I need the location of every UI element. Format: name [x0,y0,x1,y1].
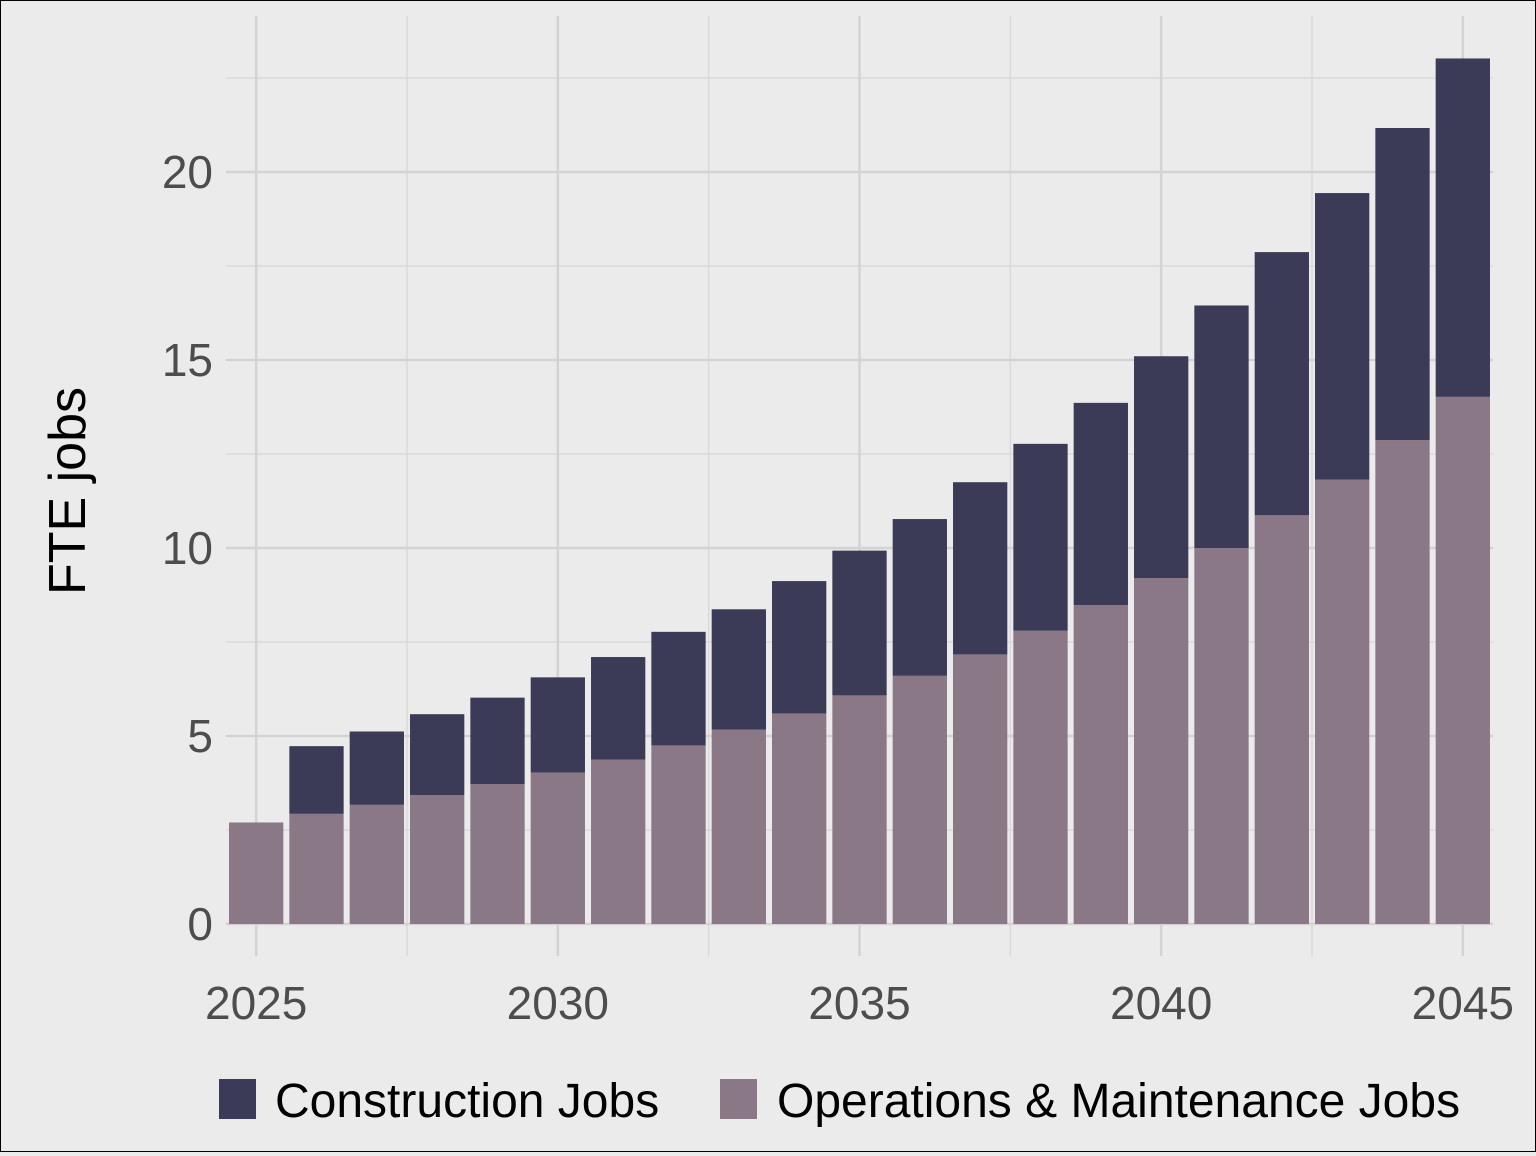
bar-segment-om-2036 [892,675,947,924]
bar-segment-construction-2042 [1254,252,1309,516]
bar-segment-om-2038 [1013,630,1068,924]
bar-segment-om-2026 [289,813,344,924]
bar-segment-construction-2044 [1375,128,1430,441]
bar-segment-construction-2038 [1013,443,1068,631]
legend-swatch [720,1079,757,1119]
bar-segment-om-2040 [1134,578,1189,924]
bar-segment-construction-2028 [410,714,465,796]
x-tick-label: 2040 [1110,977,1212,1029]
bar-segment-construction-2041 [1194,305,1249,548]
x-axis-tick-labels: 2025 2030 2035 2040 2045 [205,977,1514,1029]
bar-segment-construction-2043 [1315,193,1370,480]
bars [229,58,1490,925]
y-tick-label: 20 [162,146,213,198]
y-axis-title: FTE jobs [39,387,97,595]
bar-segment-om-2027 [349,804,404,924]
bar-segment-om-2041 [1194,548,1249,924]
bar-segment-om-2044 [1375,440,1430,924]
bar-segment-construction-2032 [651,631,706,746]
legend: Construction Jobs Operations & Maintenanc… [219,1075,1460,1128]
bar-segment-construction-2029 [470,697,525,785]
legend-label: Construction Jobs [275,1075,659,1128]
bar-segment-construction-2037 [953,482,1008,655]
legend-label: Operations & Maintenance Jobs [777,1075,1460,1128]
bar-segment-construction-2031 [591,657,646,760]
bar-segment-om-2045 [1435,396,1490,925]
y-tick-label: 5 [187,710,213,762]
bar-segment-construction-2045 [1435,58,1490,397]
bar-segment-construction-2040 [1134,356,1189,579]
bar-segment-construction-2034 [772,581,827,714]
bar-segment-om-2035 [832,695,887,924]
bar-segment-om-2039 [1073,605,1128,924]
bar-segment-construction-2026 [289,746,344,814]
bar-segment-om-2030 [530,772,585,924]
bar-segment-construction-2027 [349,731,404,805]
bar-segment-om-2025 [229,822,284,924]
bar-segment-om-2032 [651,745,706,924]
bar-segment-om-2037 [953,654,1008,924]
legend-swatch [219,1079,256,1119]
bar-segment-om-2031 [591,759,646,924]
x-tick-label: 2025 [205,977,307,1029]
y-axis-tick-labels: 0 5 10 15 20 [162,146,213,950]
y-tick-label: 0 [187,898,213,950]
bar-segment-construction-2035 [832,550,887,696]
bar-segment-om-2028 [410,795,465,924]
bar-segment-om-2033 [711,729,766,924]
x-tick-label: 2035 [808,977,910,1029]
bar-segment-om-2029 [470,784,525,924]
bar-segment-construction-2036 [892,519,947,676]
bar-segment-construction-2033 [711,609,766,730]
bar-segment-om-2043 [1315,479,1370,924]
x-tick-label: 2030 [507,977,609,1029]
x-tick-label: 2045 [1412,977,1514,1029]
bar-segment-om-2034 [772,713,827,924]
y-tick-label: 15 [162,334,213,386]
bar-segment-construction-2030 [530,677,585,773]
bar-segment-construction-2039 [1073,402,1128,606]
y-tick-label: 10 [162,522,213,574]
bar-segment-om-2042 [1254,515,1309,924]
